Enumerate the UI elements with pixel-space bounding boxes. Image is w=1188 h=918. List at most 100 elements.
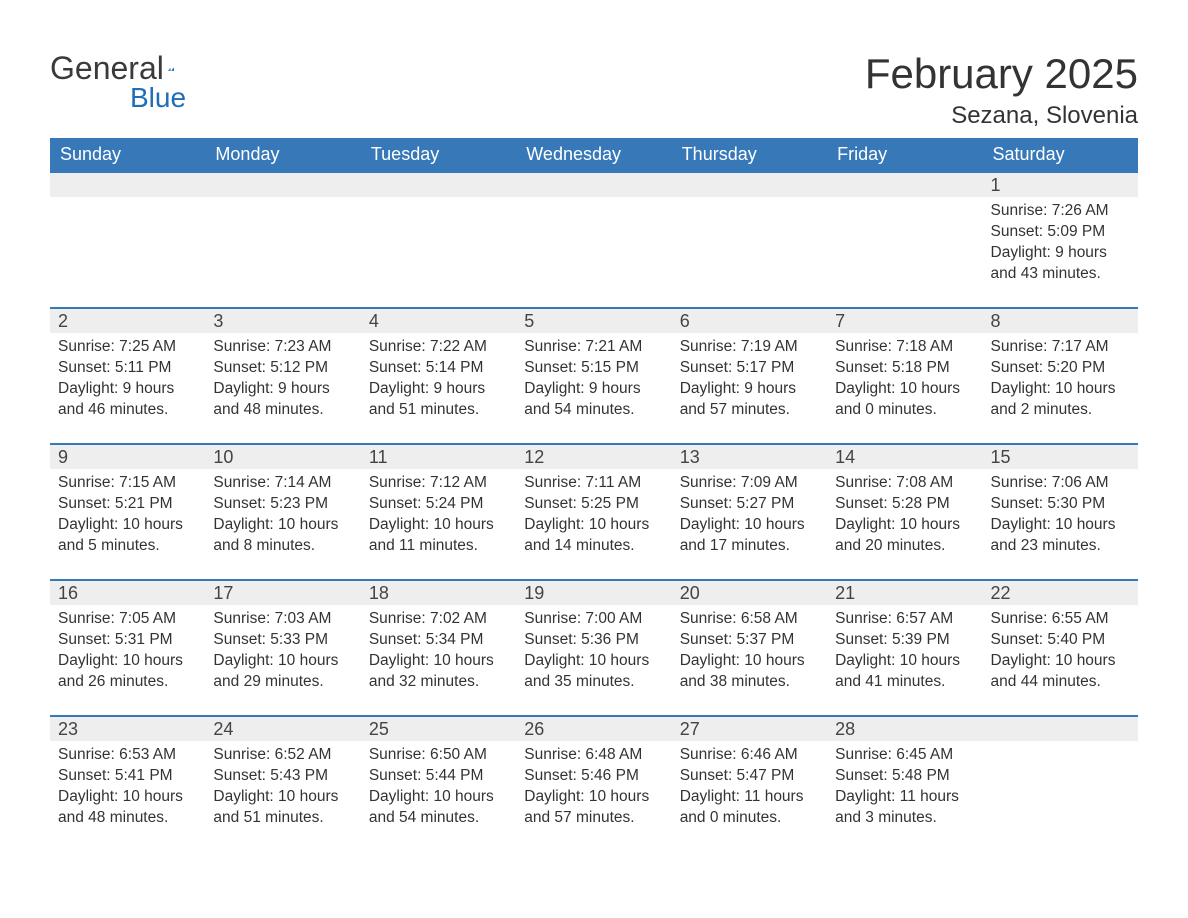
day-number: 21 [827,579,982,605]
day-details: Sunrise: 6:52 AMSunset: 5:43 PMDaylight:… [205,741,360,833]
calendar-day-cell: 25Sunrise: 6:50 AMSunset: 5:44 PMDayligh… [361,715,516,843]
sunrise-text: Sunrise: 7:06 AM [991,473,1130,494]
daylight-text: Daylight: 10 hours and 11 minutes. [369,515,508,557]
sunrise-text: Sunrise: 6:46 AM [680,745,819,766]
day-details: Sunrise: 6:50 AMSunset: 5:44 PMDaylight:… [361,741,516,833]
day-number: 11 [361,443,516,469]
sunset-text: Sunset: 5:28 PM [835,494,974,515]
day-details: Sunrise: 7:14 AMSunset: 5:23 PMDaylight:… [205,469,360,561]
day-number: 4 [361,307,516,333]
daylight-text: Daylight: 10 hours and 35 minutes. [524,651,663,693]
day-number [50,171,205,197]
sunset-text: Sunset: 5:39 PM [835,630,974,651]
calendar-table: Sunday Monday Tuesday Wednesday Thursday… [50,138,1138,843]
sunset-text: Sunset: 5:12 PM [213,358,352,379]
day-number: 7 [827,307,982,333]
day-number: 13 [672,443,827,469]
sunrise-text: Sunrise: 7:11 AM [524,473,663,494]
sunrise-text: Sunrise: 7:19 AM [680,337,819,358]
day-number: 2 [50,307,205,333]
day-number: 3 [205,307,360,333]
daylight-text: Daylight: 10 hours and 26 minutes. [58,651,197,693]
sunset-text: Sunset: 5:09 PM [991,222,1130,243]
day-details: Sunrise: 7:05 AMSunset: 5:31 PMDaylight:… [50,605,205,697]
calendar-week-row: 9Sunrise: 7:15 AMSunset: 5:21 PMDaylight… [50,443,1138,579]
daylight-text: Daylight: 10 hours and 57 minutes. [524,787,663,829]
calendar-day-cell [205,171,360,307]
day-details: Sunrise: 7:22 AMSunset: 5:14 PMDaylight:… [361,333,516,425]
daylight-text: Daylight: 10 hours and 32 minutes. [369,651,508,693]
daylight-text: Daylight: 10 hours and 23 minutes. [991,515,1130,557]
day-details: Sunrise: 7:17 AMSunset: 5:20 PMDaylight:… [983,333,1138,425]
day-details: Sunrise: 7:06 AMSunset: 5:30 PMDaylight:… [983,469,1138,561]
daylight-text: Daylight: 11 hours and 0 minutes. [680,787,819,829]
sunrise-text: Sunrise: 7:03 AM [213,609,352,630]
day-number [205,171,360,197]
day-details: Sunrise: 7:21 AMSunset: 5:15 PMDaylight:… [516,333,671,425]
sunset-text: Sunset: 5:24 PM [369,494,508,515]
calendar-day-cell [827,171,982,307]
day-header: Friday [827,138,982,171]
calendar-day-cell: 23Sunrise: 6:53 AMSunset: 5:41 PMDayligh… [50,715,205,843]
day-details: Sunrise: 7:26 AMSunset: 5:09 PMDaylight:… [983,197,1138,289]
day-number: 1 [983,171,1138,197]
sunset-text: Sunset: 5:25 PM [524,494,663,515]
day-number: 20 [672,579,827,605]
calendar-day-cell: 3 Sunrise: 7:23 AMSunset: 5:12 PMDaylight… [205,307,360,443]
sunrise-text: Sunrise: 6:52 AM [213,745,352,766]
daylight-text: Daylight: 9 hours and 46 minutes. [58,379,197,421]
sunrise-text: Sunrise: 7:00 AM [524,609,663,630]
daylight-text: Daylight: 10 hours and 54 minutes. [369,787,508,829]
day-number: 16 [50,579,205,605]
daylight-text: Daylight: 10 hours and 38 minutes. [680,651,819,693]
sunrise-text: Sunrise: 7:21 AM [524,337,663,358]
sunset-text: Sunset: 5:48 PM [835,766,974,787]
day-details: Sunrise: 6:53 AMSunset: 5:41 PMDaylight:… [50,741,205,833]
calendar-day-cell: 2Sunrise: 7:25 AMSunset: 5:11 PMDaylight… [50,307,205,443]
calendar-day-cell: 1Sunrise: 7:26 AMSunset: 5:09 PMDaylight… [983,171,1138,307]
day-number: 27 [672,715,827,741]
sunset-text: Sunset: 5:17 PM [680,358,819,379]
calendar-day-cell: 7Sunrise: 7:18 AMSunset: 5:18 PMDaylight… [827,307,982,443]
day-details: Sunrise: 7:03 AMSunset: 5:33 PMDaylight:… [205,605,360,697]
calendar-day-cell: 27Sunrise: 6:46 AMSunset: 5:47 PMDayligh… [672,715,827,843]
day-details: Sunrise: 6:45 AMSunset: 5:48 PMDaylight:… [827,741,982,833]
day-details: Sunrise: 7:00 AMSunset: 5:36 PMDaylight:… [516,605,671,697]
day-details: Sunrise: 7:09 AMSunset: 5:27 PMDaylight:… [672,469,827,561]
calendar-day-cell: 15Sunrise: 7:06 AMSunset: 5:30 PMDayligh… [983,443,1138,579]
calendar-day-cell: 13Sunrise: 7:09 AMSunset: 5:27 PMDayligh… [672,443,827,579]
day-header: Saturday [983,138,1138,171]
calendar-day-cell: 6Sunrise: 7:19 AMSunset: 5:17 PMDaylight… [672,307,827,443]
sunrise-text: Sunrise: 7:23 AM [213,337,352,358]
day-details: Sunrise: 6:48 AMSunset: 5:46 PMDaylight:… [516,741,671,833]
calendar-day-cell: 9Sunrise: 7:15 AMSunset: 5:21 PMDaylight… [50,443,205,579]
day-number: 23 [50,715,205,741]
calendar-day-cell: 18Sunrise: 7:02 AMSunset: 5:34 PMDayligh… [361,579,516,715]
day-number: 18 [361,579,516,605]
sunrise-text: Sunrise: 7:09 AM [680,473,819,494]
calendar-day-cell: 12Sunrise: 7:11 AMSunset: 5:25 PMDayligh… [516,443,671,579]
sunset-text: Sunset: 5:40 PM [991,630,1130,651]
sunset-text: Sunset: 5:15 PM [524,358,663,379]
day-number: 14 [827,443,982,469]
month-title: February 2025 [865,50,1138,98]
calendar-day-cell: 14Sunrise: 7:08 AMSunset: 5:28 PMDayligh… [827,443,982,579]
day-header: Tuesday [361,138,516,171]
daylight-text: Daylight: 10 hours and 48 minutes. [58,787,197,829]
calendar-day-cell: 10Sunrise: 7:14 AMSunset: 5:23 PMDayligh… [205,443,360,579]
title-block: February 2025 Sezana, Slovenia [865,50,1138,130]
sunset-text: Sunset: 5:46 PM [524,766,663,787]
sunrise-text: Sunrise: 6:55 AM [991,609,1130,630]
day-number: 19 [516,579,671,605]
calendar-day-cell: 11Sunrise: 7:12 AMSunset: 5:24 PMDayligh… [361,443,516,579]
day-details: Sunrise: 6:46 AMSunset: 5:47 PMDaylight:… [672,741,827,833]
calendar-day-cell [361,171,516,307]
logo-sail-icon [168,59,174,79]
daylight-text: Daylight: 9 hours and 48 minutes. [213,379,352,421]
sunrise-text: Sunrise: 6:45 AM [835,745,974,766]
day-number [827,171,982,197]
calendar-week-row: 2Sunrise: 7:25 AMSunset: 5:11 PMDaylight… [50,307,1138,443]
sunset-text: Sunset: 5:34 PM [369,630,508,651]
sunset-text: Sunset: 5:41 PM [58,766,197,787]
daylight-text: Daylight: 10 hours and 51 minutes. [213,787,352,829]
